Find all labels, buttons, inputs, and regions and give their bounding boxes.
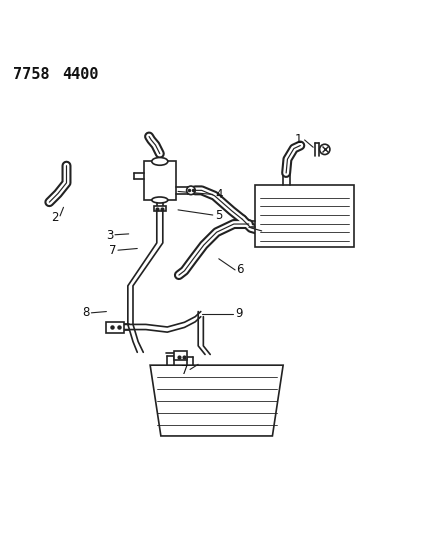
Text: 9: 9 xyxy=(236,307,243,320)
Text: 4400: 4400 xyxy=(62,67,99,82)
Text: 4: 4 xyxy=(215,188,223,201)
FancyBboxPatch shape xyxy=(154,206,166,211)
Circle shape xyxy=(187,186,195,195)
Ellipse shape xyxy=(152,158,168,165)
Text: 8: 8 xyxy=(82,306,90,319)
Text: 3: 3 xyxy=(106,229,113,242)
Polygon shape xyxy=(150,365,283,436)
Ellipse shape xyxy=(152,197,168,203)
Text: 1: 1 xyxy=(294,133,302,147)
FancyBboxPatch shape xyxy=(106,322,124,333)
Circle shape xyxy=(320,144,330,155)
Polygon shape xyxy=(144,161,176,200)
Text: 7758: 7758 xyxy=(13,67,49,82)
Text: 6: 6 xyxy=(236,263,244,277)
Text: 7: 7 xyxy=(109,244,116,257)
Polygon shape xyxy=(255,185,354,247)
Text: 7: 7 xyxy=(181,364,188,377)
Text: 5: 5 xyxy=(215,208,223,222)
Text: 2: 2 xyxy=(51,211,59,224)
FancyBboxPatch shape xyxy=(174,351,187,360)
